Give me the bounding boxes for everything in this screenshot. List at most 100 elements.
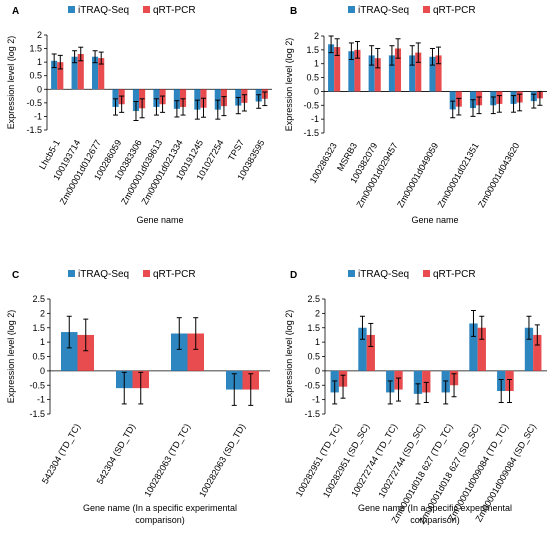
y-axis-title: Expression level (log 2) (6, 310, 16, 404)
y-tick-label: 0 (315, 366, 320, 376)
legend-label: qRT-PCR (153, 269, 196, 280)
legend-swatch (348, 270, 355, 277)
bar-qrtpcr (435, 55, 442, 92)
bar-itraq (413, 370, 423, 394)
bar-itraq (153, 89, 160, 107)
y-tick-label: -0.5 (26, 98, 42, 108)
legend-swatch (68, 270, 75, 277)
y-tick-label: 0.5 (32, 352, 45, 362)
panel-letter: C (12, 270, 19, 281)
x-tick-label: Zm00001d049059 (395, 141, 440, 209)
y-tick-label: 0.5 (306, 73, 319, 83)
bar-itraq (409, 55, 416, 92)
bar-itraq (368, 55, 375, 92)
legend-label: qRT-PCR (153, 5, 196, 16)
y-axis-title: Expression level (log 2) (284, 310, 294, 404)
y-tick-label: 1 (37, 57, 42, 67)
bar-itraq (171, 333, 188, 371)
y-tick-label: 0 (40, 366, 45, 376)
bar-qrtpcr (98, 58, 105, 90)
bar-qrtpcr (187, 333, 204, 371)
bar-qrtpcr (366, 334, 375, 371)
y-tick-label: 0.5 (307, 352, 320, 362)
legend: iTRAQ-Seq qRT-PCR (348, 5, 476, 16)
x-axis-title: Gene name (411, 215, 458, 225)
y-tick-label: 2 (314, 31, 319, 41)
y-tick-label: 2 (40, 308, 45, 318)
bar-itraq (469, 323, 478, 371)
legend: iTRAQ-Seq qRT-PCR (348, 269, 476, 280)
bar-itraq (112, 89, 119, 107)
bar-qrtpcr (77, 54, 84, 90)
y-tick-label: 1.5 (29, 44, 42, 54)
x-tick-label: 100282063 (TD_TC) (142, 422, 192, 498)
panel-letter: D (290, 270, 297, 281)
y-tick-label: -1 (312, 395, 320, 405)
y-tick-label: 0 (37, 84, 42, 94)
x-axis-title: Gene name (In a specific experimental (358, 503, 512, 513)
legend-swatch (143, 270, 150, 277)
bar-qrtpcr (477, 327, 486, 371)
y-tick-label: -1.5 (304, 409, 320, 419)
y-tick-label: 1.5 (307, 323, 320, 333)
legend-label: iTRAQ-Seq (358, 269, 409, 280)
x-axis-title: comparison) (410, 515, 460, 525)
y-tick-label: -1 (311, 114, 319, 124)
bar-qrtpcr (415, 52, 422, 92)
bar-itraq (429, 56, 436, 92)
panel-letter: A (12, 6, 19, 17)
bar-itraq (328, 44, 335, 92)
y-tick-label: -1.5 (29, 409, 45, 419)
y-tick-label: -1.5 (26, 125, 42, 135)
x-axis-title: Gene name (In a specific experimental (83, 503, 237, 513)
bar-itraq (51, 60, 58, 90)
x-tick-label: TPS7 (226, 138, 246, 162)
bar-qrtpcr (374, 58, 381, 92)
bar-qrtpcr (394, 48, 402, 92)
bar-qrtpcr (422, 370, 431, 393)
y-tick-label: 1.5 (306, 45, 319, 55)
x-tick-label: Zm00001d021351 (436, 141, 481, 209)
x-axis-title: Gene name (136, 215, 183, 225)
legend-label: qRT-PCR (433, 5, 476, 16)
legend-label: qRT-PCR (433, 269, 476, 280)
legend-swatch (68, 6, 75, 13)
legend-swatch (423, 6, 430, 13)
legend-swatch (143, 6, 150, 13)
bar-itraq (71, 56, 78, 90)
y-tick-label: 1 (315, 337, 320, 347)
y-tick-label: -0.5 (303, 100, 319, 110)
x-tick-label: 100286323 (308, 141, 339, 185)
y-tick-label: 0.5 (29, 71, 42, 81)
bar-itraq (348, 51, 355, 92)
bar-qrtpcr (179, 89, 187, 107)
legend-label: iTRAQ-Seq (78, 5, 129, 16)
y-tick-label: -1 (34, 111, 42, 121)
legend-label: iTRAQ-Seq (358, 5, 409, 16)
y-tick-label: -0.5 (29, 380, 45, 390)
bar-qrtpcr (533, 334, 542, 371)
y-tick-label: -1.5 (303, 128, 319, 138)
legend-swatch (423, 270, 430, 277)
panel-letter: B (290, 6, 297, 17)
x-tick-label: 542304 (SD_TD) (95, 422, 138, 486)
y-axis-title: Expression level (log 2) (6, 36, 16, 130)
bar-itraq (524, 327, 534, 371)
bar-itraq (214, 89, 221, 110)
y-tick-label: 1 (314, 59, 319, 69)
y-tick-label: 1.5 (32, 323, 45, 333)
y-tick-label: 1 (40, 337, 45, 347)
bar-qrtpcr (57, 62, 64, 90)
y-tick-label: 2.5 (32, 294, 45, 304)
bar-itraq (61, 332, 78, 371)
bar-itraq (92, 56, 99, 90)
bar-qrtpcr (334, 47, 341, 92)
y-tick-label: -0.5 (304, 380, 320, 390)
bar-qrtpcr (354, 49, 361, 92)
